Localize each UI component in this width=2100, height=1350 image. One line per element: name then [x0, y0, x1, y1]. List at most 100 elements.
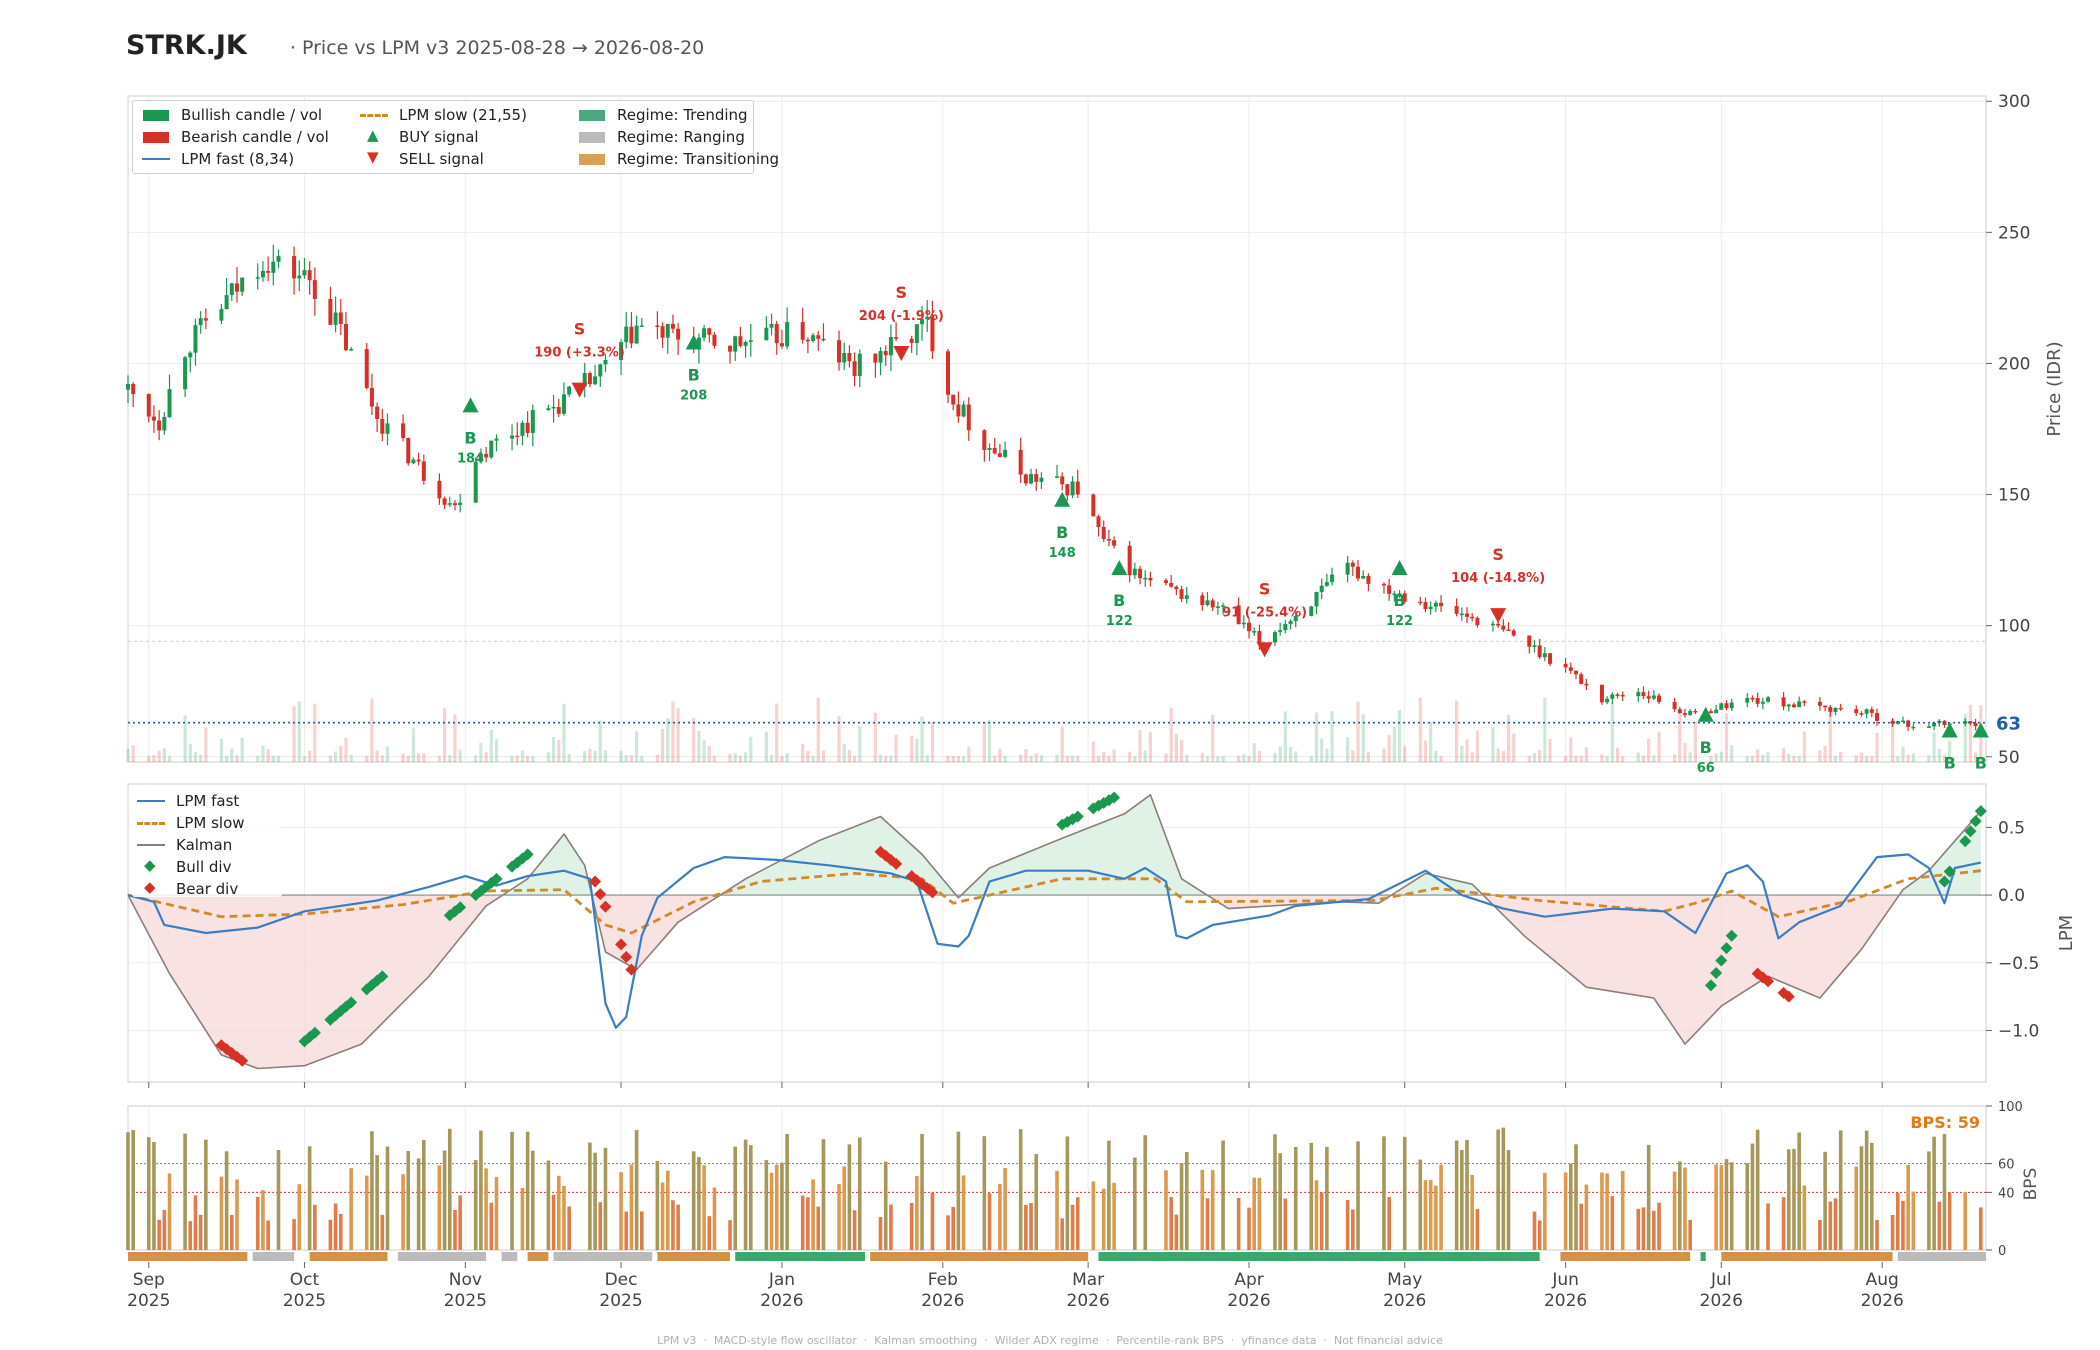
- candle-body: [966, 404, 971, 431]
- volume-bar: [199, 754, 203, 762]
- bps-bar: [1963, 1191, 1968, 1250]
- bps-bar: [531, 1150, 535, 1250]
- volume-bar: [728, 753, 732, 762]
- candle-body: [1563, 663, 1568, 668]
- volume-bar: [448, 755, 452, 762]
- legend-item: Bearish candle / vol: [141, 127, 329, 147]
- volume-bar: [1247, 755, 1251, 762]
- volume-bar: [837, 716, 841, 762]
- bps-bar: [1714, 1164, 1718, 1250]
- candle-body: [1823, 705, 1828, 708]
- candle-body: [920, 319, 925, 325]
- regime-segment: [1560, 1252, 1691, 1261]
- bull-divergence-marker: [521, 848, 534, 861]
- volume-bar: [510, 755, 514, 762]
- volume-bar: [583, 750, 587, 762]
- candle-body: [421, 461, 426, 481]
- candle-body: [447, 503, 452, 505]
- candle-body: [1786, 704, 1791, 707]
- bps-bar: [416, 1158, 421, 1250]
- bps-bar: [261, 1190, 265, 1250]
- volume-bar: [484, 752, 488, 762]
- candle-body: [1490, 623, 1495, 626]
- volume-bar: [1034, 753, 1038, 762]
- legend-label: LPM slow (21,55): [399, 106, 527, 124]
- volume-bar: [1854, 755, 1858, 762]
- volume-bar: [1621, 755, 1625, 762]
- sell-signal-marker: [571, 382, 588, 398]
- buy-signal-marker: [462, 397, 479, 413]
- candle-body: [276, 256, 281, 262]
- x-tick-year: 2026: [1227, 1291, 1270, 1311]
- candle-body: [1968, 721, 1973, 724]
- candle-body: [1693, 710, 1698, 713]
- volume-bar: [1865, 755, 1869, 762]
- volume-bar: [1356, 701, 1360, 762]
- volume-bar: [1096, 755, 1101, 762]
- bps-bar: [821, 1139, 826, 1250]
- candle-body: [1869, 709, 1874, 713]
- volume-bar: [520, 750, 525, 762]
- price-tick-label: 50: [1998, 748, 2020, 768]
- candle-body: [1132, 568, 1137, 576]
- volume-bar: [380, 755, 384, 762]
- candle-body: [593, 376, 598, 385]
- x-tick-month: Apr: [1234, 1270, 1263, 1290]
- volume-bar: [567, 753, 571, 762]
- volume-bar: [1325, 748, 1329, 762]
- candle-body: [260, 270, 265, 278]
- candle-body: [676, 328, 681, 340]
- candle-body: [1060, 476, 1065, 485]
- candle-body: [842, 353, 847, 363]
- candle-body: [1579, 674, 1584, 684]
- bps-bar: [1257, 1177, 1262, 1250]
- candle-body: [914, 324, 919, 344]
- candle-body: [1029, 474, 1034, 484]
- bps-bar: [266, 1220, 270, 1250]
- volume-bar: [1828, 712, 1832, 762]
- candle-body: [494, 438, 499, 441]
- sell-signal-letter: S: [1492, 545, 1504, 564]
- candle-body: [1418, 601, 1423, 604]
- bps-bar: [640, 1211, 644, 1250]
- bps-bar: [1065, 1136, 1070, 1250]
- volume-bar: [806, 750, 810, 762]
- legend-label: Bull div: [176, 858, 232, 876]
- candle-body: [530, 410, 535, 433]
- bps-bar: [800, 1195, 805, 1250]
- bull-divergence-marker: [376, 970, 389, 983]
- sell-signal-result: 91 (-25.4%): [1222, 605, 1307, 620]
- bps-bar: [1179, 1163, 1184, 1250]
- candle-body: [1828, 706, 1833, 712]
- regime-segment: [1700, 1252, 1706, 1261]
- volume-bar: [1823, 745, 1827, 762]
- buy-signal-letter: B: [1944, 754, 1956, 773]
- candle-body: [162, 416, 167, 431]
- bps-bar: [333, 1203, 338, 1250]
- candle-body: [847, 353, 852, 362]
- volume-bar: [225, 755, 229, 762]
- bps-bar: [624, 1211, 629, 1250]
- bps-bar: [157, 1219, 161, 1250]
- bps-bar: [1802, 1185, 1807, 1250]
- bps-bar: [998, 1183, 1002, 1250]
- candle-body: [1200, 595, 1205, 606]
- volume-bar: [193, 751, 198, 762]
- legend-label: Regime: Ranging: [617, 128, 745, 146]
- volume-bar: [474, 755, 478, 762]
- buy-signal-letter: B: [688, 365, 700, 384]
- candle-body: [1802, 701, 1807, 703]
- volume-bar: [302, 755, 307, 762]
- volume-bar: [531, 755, 535, 762]
- candle-body: [292, 256, 297, 279]
- candle-body: [1423, 602, 1428, 610]
- volume-bar: [1361, 714, 1365, 762]
- down-triangle-icon: ▼: [367, 148, 379, 166]
- volume-bar: [256, 755, 260, 762]
- volume-bar: [1024, 749, 1028, 762]
- candle-body: [925, 316, 930, 320]
- bps-bar: [660, 1182, 665, 1250]
- bps-bar: [1828, 1201, 1833, 1250]
- x-tick-month: Mar: [1072, 1270, 1104, 1290]
- volume-bar: [1102, 752, 1106, 762]
